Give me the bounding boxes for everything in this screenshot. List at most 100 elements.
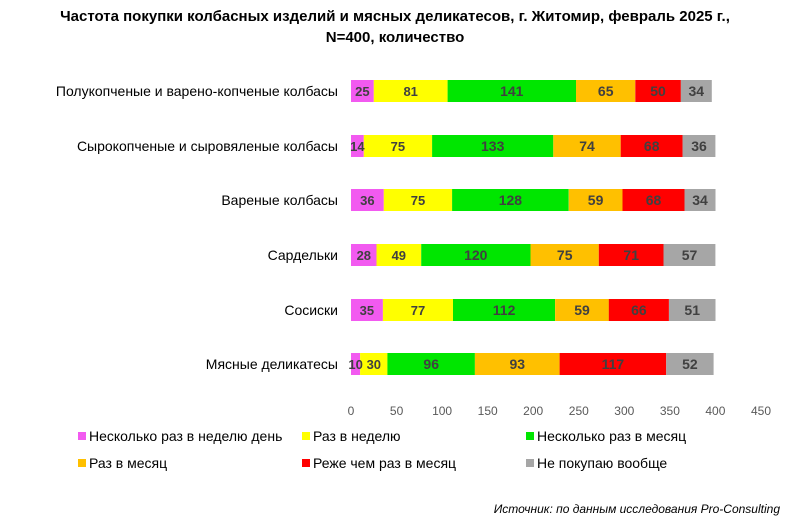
data-label: 93 [510,356,526,372]
category-label: Сардельки [268,247,338,263]
data-label: 68 [644,138,660,154]
data-label: 128 [499,192,523,208]
bar-segment [351,189,384,211]
data-label: 59 [574,302,590,318]
bar-segment [452,189,569,211]
x-tick-label: 200 [523,404,543,418]
data-label: 36 [691,138,707,154]
bar-segment [684,189,716,211]
data-label: 75 [411,193,425,208]
x-tick-label: 150 [478,404,498,418]
bar-segment [363,135,433,157]
data-label: 71 [623,247,639,263]
x-tick-label: 250 [569,404,589,418]
bar-segment [421,244,531,266]
legend-swatch [302,432,310,440]
category-label: Вареные колбасы [221,192,338,208]
bar-segment [568,189,623,211]
data-label: 112 [493,302,516,318]
bar-segment [387,353,475,375]
legend-label: Раз в неделю [313,428,401,444]
category-label: Сосиски [284,302,338,318]
legend-swatch [302,459,310,467]
bar-segment [555,299,609,321]
data-label: 30 [367,357,381,372]
data-label: 75 [391,139,405,154]
data-label: 96 [423,356,439,372]
data-label: 74 [579,138,595,154]
legend-swatch [78,432,86,440]
stacked-bar-chart: Полукопченые и варено-копченые колбасы Сы… [56,80,771,471]
data-label: 28 [357,248,371,263]
data-label: 59 [588,192,604,208]
bar-segment [622,189,685,211]
data-label: 25 [355,84,369,99]
x-tick-label: 0 [348,404,355,418]
data-label: 10 [348,357,362,372]
bar-segment [474,353,560,375]
bar-segment [383,189,453,211]
bar-segment [382,299,454,321]
source-note: Источник: по данным исследования Pro-Con… [493,502,780,516]
x-tick-label: 50 [390,404,404,418]
data-label: 51 [684,302,700,318]
legend-swatch [78,459,86,467]
data-label: 133 [481,138,505,154]
x-tick-label: 300 [614,404,634,418]
data-label: 34 [692,192,708,208]
bar-segment [351,353,361,375]
bar-segment [447,80,577,102]
bar-segment [663,244,716,266]
bar-segment [598,244,664,266]
data-label: 34 [689,83,705,99]
bar-segment [682,135,716,157]
bar-segment [635,80,681,102]
data-label: 50 [650,83,666,99]
bar-segment [360,353,388,375]
legend-label: Несколько раз в неделю день [89,428,282,444]
legend-label: Реже чем раз в месяц [313,455,456,471]
bar-segment [432,135,554,157]
legend-swatch [526,459,534,467]
category-label: Сырокопченые и сыровяленые колбасы [77,138,338,154]
legend-label: Не покупаю вообще [537,455,667,471]
data-label: 35 [360,303,374,318]
category-label: Полукопченые и варено-копченые колбасы [56,83,338,99]
chart-title: Частота покупки колбасных изделий и мясн… [0,6,790,48]
bar-segment [620,135,683,157]
bar-segment [669,299,716,321]
data-label: 14 [350,139,365,154]
bar-segment [453,299,555,321]
data-label: 49 [392,248,406,263]
bar-segment [666,353,714,375]
bar-segment [373,80,448,102]
bar-segment [576,80,636,102]
bar-segment [559,353,667,375]
data-label: 66 [631,302,647,318]
data-label: 77 [411,303,425,318]
chart-title-line-1: Частота покупки колбасных изделий и мясн… [60,8,730,25]
data-label: 75 [557,247,573,263]
category-label: Мясные деликатесы [206,356,338,372]
legend-label: Несколько раз в месяц [537,428,686,444]
x-tick-label: 450 [751,404,771,418]
x-tick-label: 350 [660,404,680,418]
bar-segment [680,80,712,102]
data-label: 117 [602,356,625,372]
bar-segment [376,244,422,266]
data-label: 81 [403,84,417,99]
x-tick-label: 400 [705,404,725,418]
bar-segment [351,80,374,102]
data-label: 65 [598,83,614,99]
bar-segment [530,244,599,266]
data-label: 57 [682,247,698,263]
data-label: 141 [500,83,524,99]
bar-segment [351,244,377,266]
data-label: 68 [646,192,662,208]
bar-segment [351,135,364,157]
legend-label: Раз в месяц [89,455,167,471]
bar-segment [608,299,669,321]
bar-segment [351,299,383,321]
legend-swatch [526,432,534,440]
data-label: 52 [682,356,698,372]
